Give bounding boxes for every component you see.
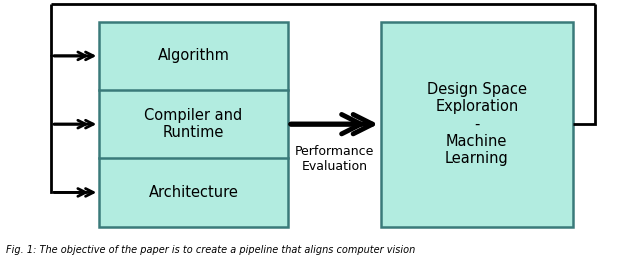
Text: Algorithm: Algorithm	[157, 48, 230, 63]
Text: Design Space
Exploration
-
Machine
Learning: Design Space Exploration - Machine Learn…	[427, 82, 527, 166]
Text: Fig. 1: The objective of the paper is to create a pipeline that aligns computer : Fig. 1: The objective of the paper is to…	[6, 245, 415, 255]
Text: Architecture: Architecture	[148, 185, 239, 200]
Text: Performance
Evaluation: Performance Evaluation	[294, 145, 374, 173]
Bar	[381, 22, 573, 227]
Text: Compiler and
Runtime: Compiler and Runtime	[145, 108, 243, 140]
Bar	[99, 22, 288, 227]
